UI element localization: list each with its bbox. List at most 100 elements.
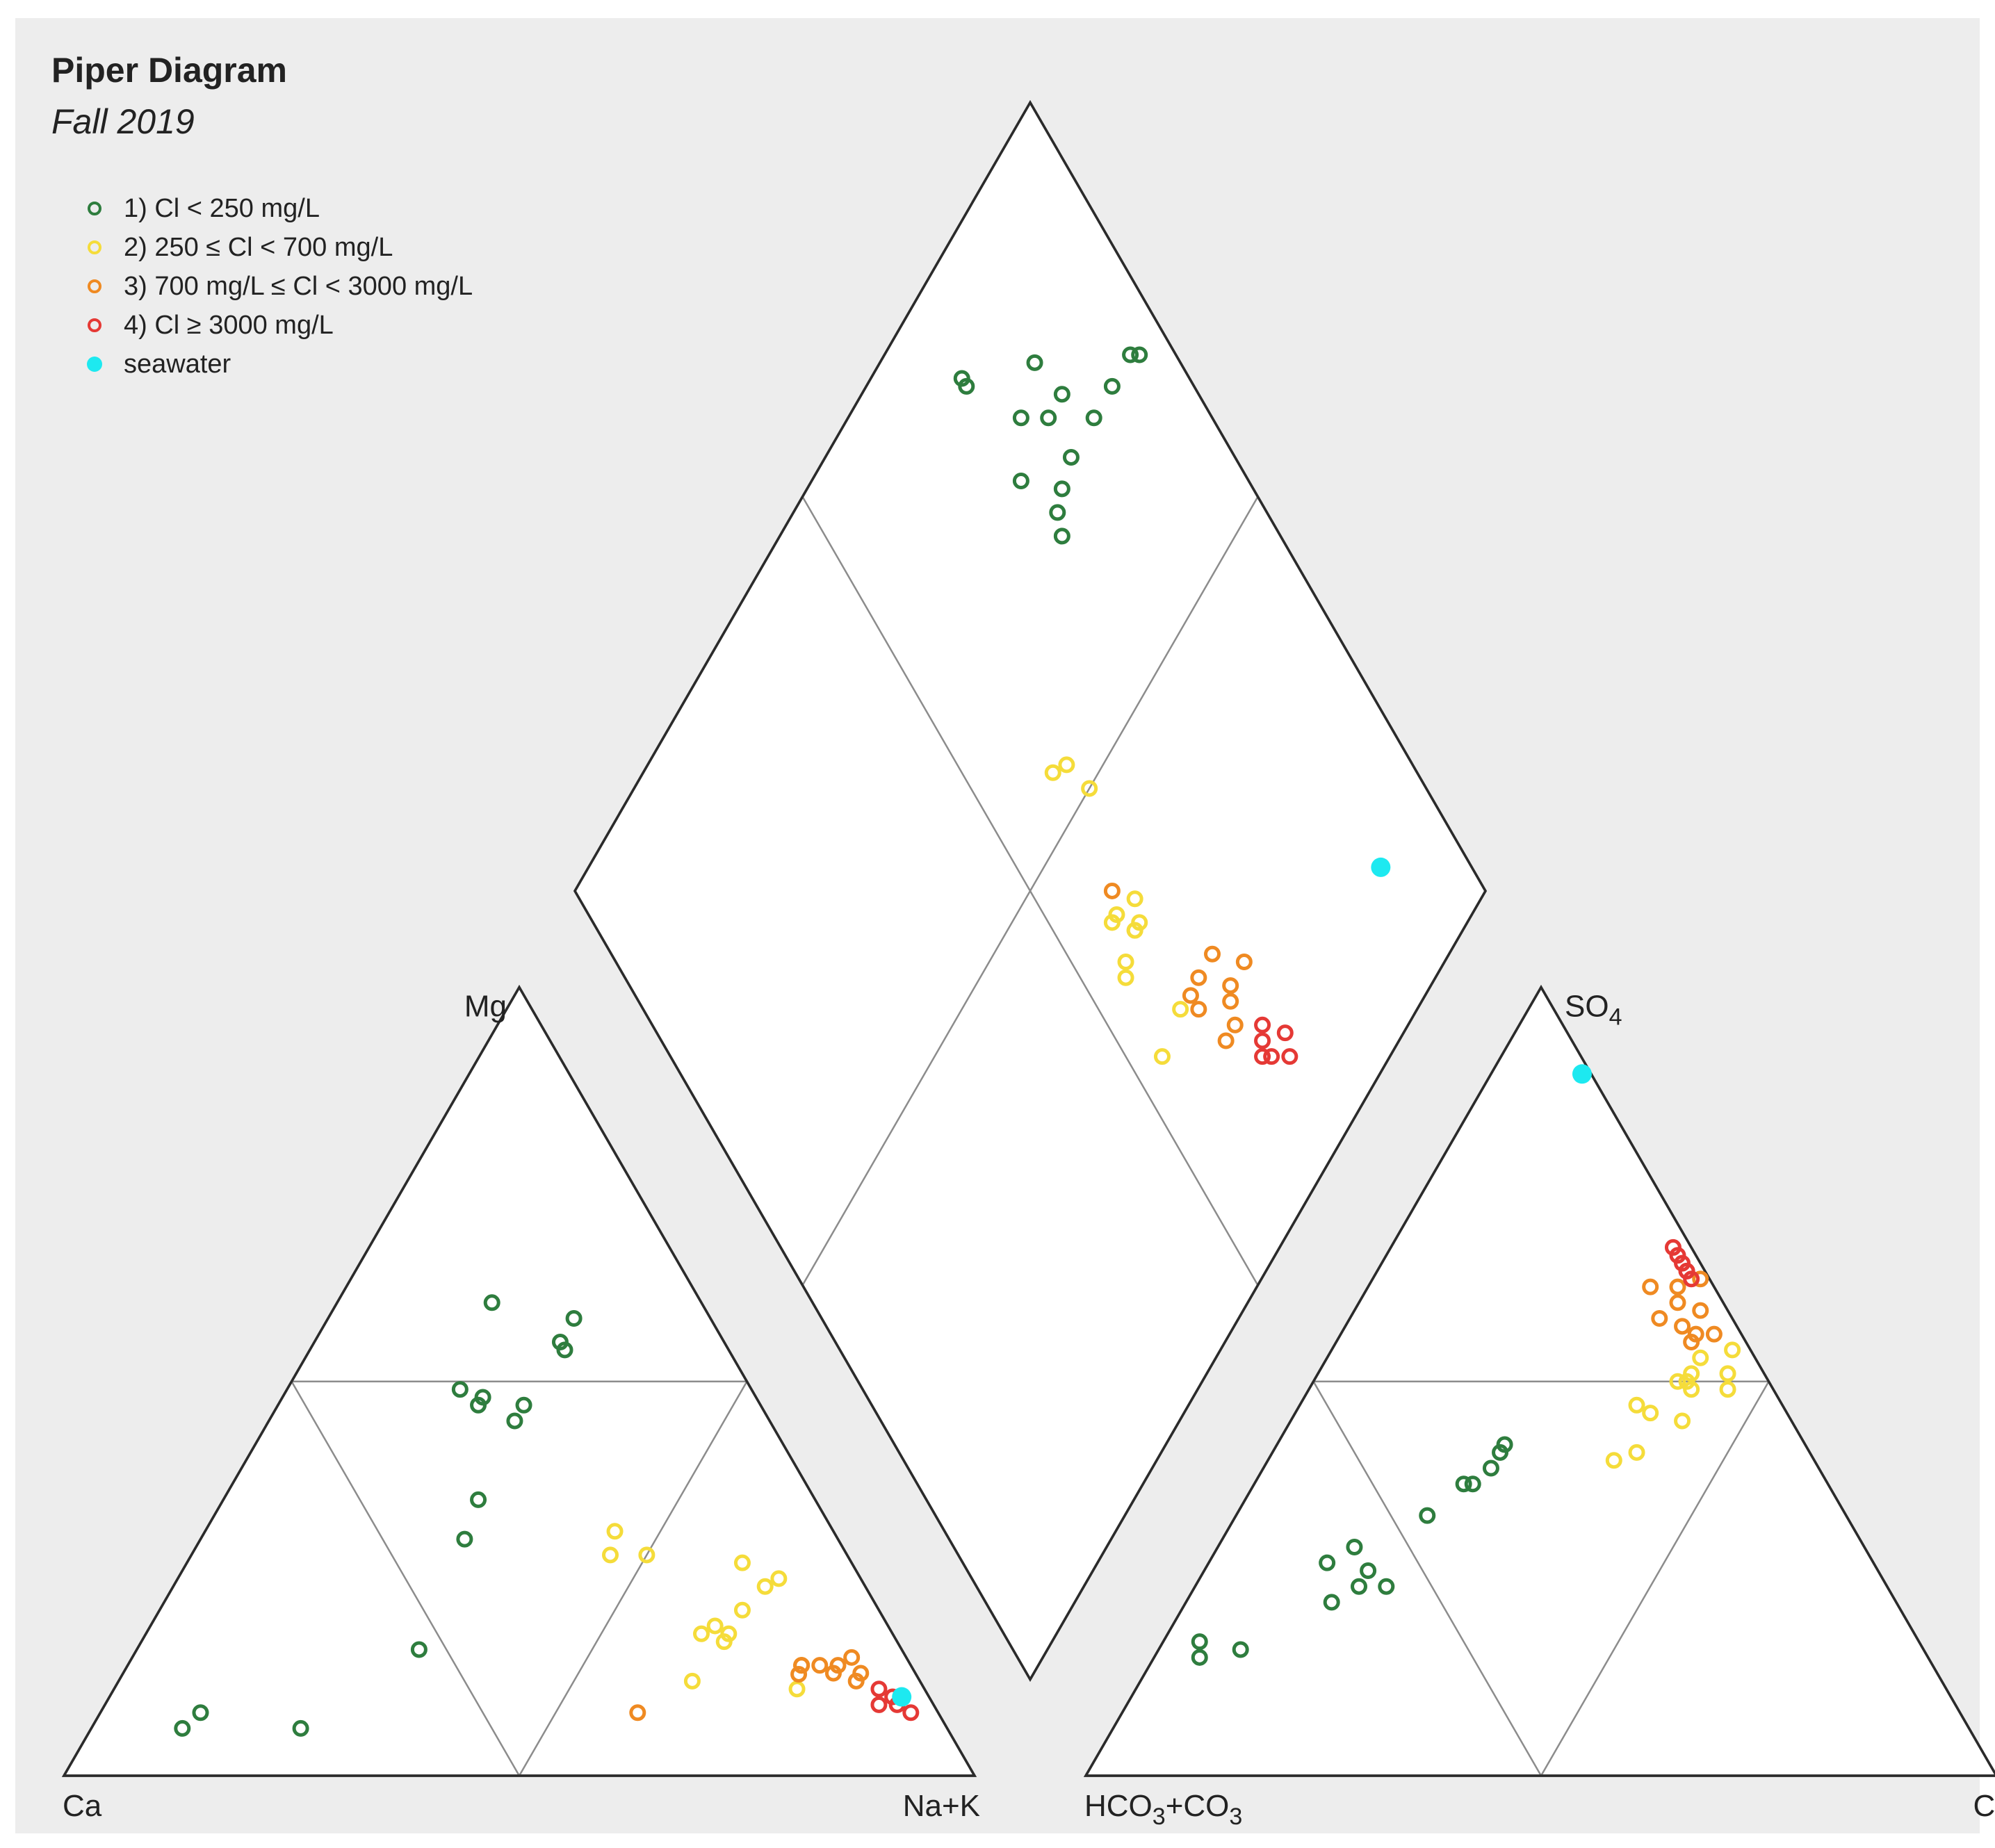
data-point <box>1496 1436 1513 1453</box>
data-point <box>1692 1270 1709 1288</box>
data-point <box>1705 1325 1723 1343</box>
data-point <box>1053 528 1070 545</box>
data-point <box>483 1294 500 1311</box>
data-point <box>793 1657 811 1674</box>
data-point <box>843 1649 861 1666</box>
data-point <box>629 1704 646 1722</box>
data-point <box>1254 1032 1271 1049</box>
data-point <box>1669 1294 1686 1311</box>
data-point <box>1628 1396 1645 1414</box>
data-point <box>1455 1475 1472 1493</box>
data-point <box>1131 346 1148 363</box>
anion-grid-line <box>1540 1381 1770 1776</box>
anion-grid-line <box>1312 1381 1542 1776</box>
data-point <box>456 1530 473 1548</box>
data-point <box>1026 354 1043 371</box>
data-point <box>1058 756 1075 774</box>
legend-marker-icon <box>75 189 114 228</box>
data-point <box>1464 1475 1481 1493</box>
data-point <box>829 1657 847 1674</box>
data-point <box>1371 857 1391 877</box>
cation-grid-line <box>518 1381 748 1776</box>
data-point <box>470 1396 487 1414</box>
diamond-outline <box>573 99 1488 1682</box>
legend-item: seawater <box>75 345 473 384</box>
data-point <box>1651 1309 1668 1327</box>
data-point <box>1419 1507 1436 1524</box>
data-point <box>1235 954 1253 971</box>
data-point <box>551 1334 569 1351</box>
data-point <box>1191 1633 1208 1651</box>
diagram-frames <box>61 99 1995 1777</box>
data-point <box>1049 504 1066 521</box>
data-point <box>770 1570 788 1587</box>
legend-item: 3) 700 mg/L ≤ Cl < 3000 mg/L <box>75 267 473 306</box>
data-point <box>1117 954 1134 971</box>
label-mg: Mg <box>464 990 507 1024</box>
data-point <box>706 1617 724 1635</box>
legend-marker-icon <box>75 267 114 306</box>
data-point <box>1674 1318 1691 1335</box>
data-point <box>1276 1024 1294 1042</box>
data-point <box>811 1657 829 1674</box>
legend-item: 2) 250 ≤ Cl < 700 mg/L <box>75 228 473 267</box>
data-point <box>1572 1064 1592 1084</box>
data-point <box>451 1381 469 1398</box>
data-point <box>1040 409 1057 427</box>
label-na-k: Na+K <box>903 1789 980 1823</box>
data-point <box>1062 448 1080 466</box>
data-point <box>515 1396 532 1414</box>
data-point <box>1669 1278 1686 1295</box>
legend-label: 3) 700 mg/L ≤ Cl < 3000 mg/L <box>124 271 473 301</box>
data-point <box>470 1491 487 1508</box>
data-point <box>638 1546 656 1564</box>
data-point <box>506 1412 523 1430</box>
data-point <box>847 1672 865 1690</box>
data-point <box>1724 1341 1741 1359</box>
data-point <box>1217 1032 1235 1049</box>
data-point <box>1153 1048 1171 1065</box>
data-point <box>1692 1302 1709 1319</box>
data-point <box>953 370 970 387</box>
data-point <box>1605 1452 1622 1469</box>
label-ca: Ca <box>63 1789 102 1823</box>
data-point <box>410 1641 427 1658</box>
data-point <box>1719 1381 1736 1398</box>
data-point <box>602 1546 619 1564</box>
data-point <box>1182 987 1199 1004</box>
data-point <box>1191 1649 1208 1666</box>
label-hco3-co3: HCO3+CO3 <box>1084 1789 1242 1830</box>
chart-subtitle: Fall 2019 <box>51 102 195 141</box>
data-point <box>174 1719 191 1737</box>
data-point <box>790 1665 808 1683</box>
legend-marker-icon <box>75 306 114 345</box>
data-point <box>1222 992 1239 1010</box>
data-point <box>1085 409 1102 427</box>
data-point <box>1103 882 1121 899</box>
data-point <box>1323 1594 1340 1611</box>
data-point <box>1012 473 1029 490</box>
data-points <box>174 346 1741 1737</box>
label-cl: Cl <box>1973 1789 1995 1823</box>
data-point <box>1190 1001 1207 1018</box>
data-point <box>1351 1578 1367 1595</box>
data-point <box>1190 969 1207 986</box>
data-point <box>1117 969 1134 986</box>
data-point <box>1044 764 1061 781</box>
data-point <box>1692 1349 1709 1366</box>
legend-item: 4) Cl ≥ 3000 mg/L <box>75 306 473 345</box>
cation-triangle-outline <box>61 985 977 1777</box>
data-point <box>1669 1373 1686 1390</box>
data-point <box>683 1672 701 1690</box>
data-point <box>1628 1444 1645 1461</box>
data-point <box>1232 1641 1249 1658</box>
data-point <box>606 1523 624 1540</box>
axis-labels: Mg Ca Na+K SO4 HCO3+CO3 Cl <box>63 990 1995 1830</box>
data-point <box>733 1601 751 1619</box>
data-point <box>733 1554 751 1571</box>
data-point <box>1254 1016 1271 1033</box>
data-point <box>1012 409 1029 427</box>
data-point <box>1719 1365 1736 1382</box>
data-point <box>565 1309 583 1327</box>
